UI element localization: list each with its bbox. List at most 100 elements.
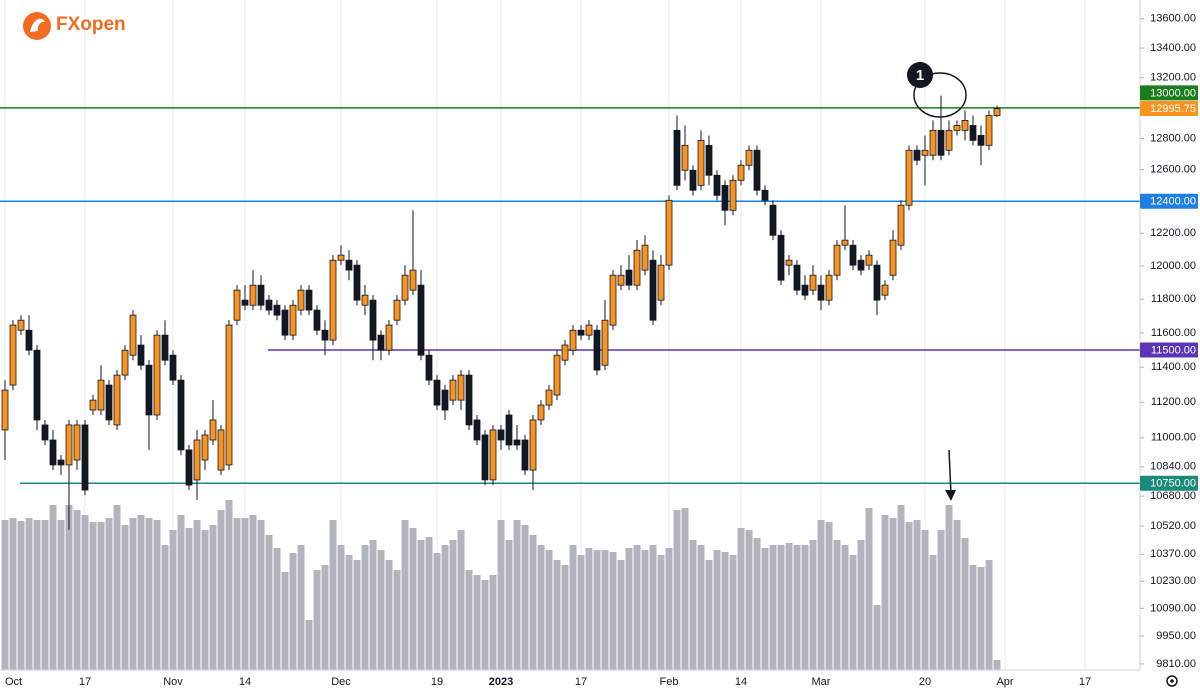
gear[interactable] — [1166, 675, 1178, 687]
candle-body — [905, 149, 913, 206]
y-tick-label: 11000.00 — [1151, 432, 1196, 444]
volume-bar — [905, 522, 913, 670]
candle-body — [353, 264, 361, 301]
level-label: 13000.00 — [1150, 87, 1196, 99]
candle-body — [633, 249, 641, 286]
volume-bar — [705, 560, 713, 670]
volume-bar — [257, 520, 265, 670]
level-label: 12400.00 — [1150, 196, 1196, 208]
candle-body — [785, 259, 793, 266]
candle-body — [817, 284, 825, 301]
candle-body — [561, 344, 569, 361]
volume-bar — [945, 505, 953, 670]
y-tick-label: 11800.00 — [1151, 293, 1196, 305]
volume-bar — [873, 605, 881, 670]
last-price-badge — [1140, 101, 1198, 117]
candle-body — [297, 289, 305, 311]
volume-bar — [225, 500, 233, 670]
volume-bar — [953, 520, 961, 670]
candle-body — [129, 314, 137, 356]
level-label: 10750.00 — [1150, 478, 1196, 490]
candle-body — [961, 119, 969, 131]
candle-body — [217, 429, 225, 471]
candle-body — [761, 189, 769, 201]
volume-bar — [249, 515, 257, 670]
volume-bar — [897, 505, 905, 670]
candle-body — [609, 274, 617, 326]
candle-body — [977, 135, 985, 146]
candle-body — [721, 184, 729, 211]
x-tick-label: 2023 — [489, 676, 513, 688]
volume-bar — [553, 560, 561, 670]
volume-bar — [833, 540, 841, 670]
volume-bar — [969, 565, 977, 670]
volume-bar — [217, 510, 225, 670]
candle-body — [265, 299, 273, 311]
volume-bar — [33, 520, 41, 670]
volume-bar — [401, 520, 409, 670]
candle-body — [105, 384, 113, 421]
candle-body — [921, 149, 929, 156]
volume-bar — [345, 555, 353, 670]
volume-bar — [793, 545, 801, 670]
volume-bar — [753, 538, 761, 670]
volume-bar — [385, 560, 393, 670]
volume-pane — [1, 500, 1001, 670]
candle-body — [777, 234, 785, 281]
candle-body — [425, 354, 433, 381]
logo-text: FXopen — [56, 14, 126, 35]
volume-bar — [57, 520, 65, 670]
volume-bar — [857, 540, 865, 670]
candle-body — [417, 284, 425, 356]
volume-bar — [41, 520, 49, 670]
candle-body — [521, 439, 529, 471]
candle-body — [97, 379, 105, 411]
candle-body — [601, 319, 609, 366]
x-tick-label: Dec — [331, 676, 351, 688]
settings-icon[interactable] — [1166, 675, 1178, 687]
candle-body — [25, 329, 33, 351]
candle-body — [233, 289, 241, 321]
volume-bar — [913, 520, 921, 670]
x-tick-label: 19 — [431, 676, 443, 688]
y-tick-label: 11400.00 — [1151, 361, 1196, 373]
y-tick-label: 11600.00 — [1151, 327, 1196, 339]
candle-body — [793, 264, 801, 291]
annotation-badge — [907, 62, 933, 88]
candle-body — [505, 414, 513, 446]
volume-bar — [697, 545, 705, 670]
y-tick-label: 10370.00 — [1150, 548, 1196, 560]
candles — [1, 95, 1001, 530]
volume-bar — [481, 580, 489, 670]
candle-body — [201, 434, 209, 461]
y-tick-label: 13600.00 — [1150, 13, 1196, 25]
candle-body — [249, 284, 257, 306]
annotation-group: 1 — [907, 62, 967, 501]
volume-bar — [113, 505, 121, 670]
volume-bar — [513, 520, 521, 670]
annotation-text: 1 — [916, 67, 924, 84]
volume-bar — [585, 548, 593, 670]
candle-body — [577, 329, 585, 336]
volume-bar — [729, 555, 737, 670]
volume-bar — [473, 575, 481, 670]
candle-body — [849, 244, 857, 266]
volume-bar — [537, 545, 545, 670]
candle-body — [393, 299, 401, 321]
candle-body — [681, 144, 689, 171]
candle-body — [617, 274, 625, 286]
candle-body — [449, 379, 457, 401]
candle-body — [481, 434, 489, 481]
y-tick-label: 11200.00 — [1151, 396, 1196, 408]
y-tick-label: 10520.00 — [1150, 520, 1196, 532]
candle-body — [281, 309, 289, 336]
x-tick-label: 17 — [1079, 676, 1091, 688]
volume-bar — [801, 545, 809, 670]
time-axis-bg — [0, 670, 1140, 691]
volume-bar — [929, 555, 937, 670]
volume-bar — [761, 548, 769, 670]
volume-bar — [521, 525, 529, 670]
volume-bar — [617, 560, 625, 670]
x-tick-label: 17 — [79, 676, 91, 688]
